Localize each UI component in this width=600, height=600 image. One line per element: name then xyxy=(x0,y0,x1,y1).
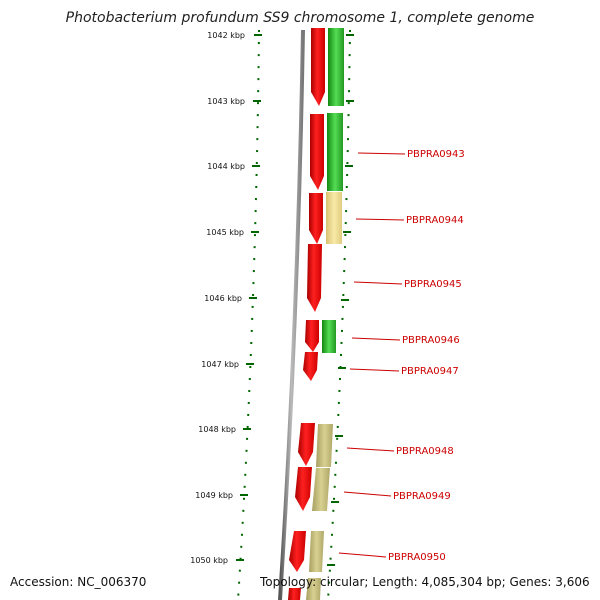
cds-track xyxy=(288,28,325,600)
tick-marks-outer xyxy=(327,34,354,566)
cds-arrow[interactable] xyxy=(309,193,323,244)
label-leaders xyxy=(338,152,406,558)
backbone-ring xyxy=(278,29,305,600)
tick-label: 1047 kbp xyxy=(201,360,239,369)
cog-bar[interactable] xyxy=(306,578,321,600)
cds-arrow[interactable] xyxy=(305,320,319,352)
genome-summary-text: Topology: circular; Length: 4,085,304 bp… xyxy=(260,575,590,589)
gene-label[interactable]: PBPRA0948 xyxy=(396,446,454,457)
cds-arrow[interactable] xyxy=(307,244,322,312)
cds-arrow[interactable] xyxy=(310,114,324,190)
cog-bar[interactable] xyxy=(327,113,343,191)
gene-label[interactable]: PBPRA0945 xyxy=(404,279,462,290)
cds-arrow[interactable] xyxy=(288,588,301,600)
gene-label[interactable]: PBPRA0946 xyxy=(402,335,460,346)
cog-bar[interactable] xyxy=(312,468,330,511)
tick-label: 1042 kbp xyxy=(207,31,245,40)
gene-label[interactable]: PBPRA0947 xyxy=(401,366,459,377)
gene-label[interactable]: PBPRA0950 xyxy=(388,552,446,563)
cds-arrow[interactable] xyxy=(298,423,315,466)
cog-bar[interactable] xyxy=(322,320,336,353)
tick-label: 1044 kbp xyxy=(207,162,245,171)
tick-label: 1046 kbp xyxy=(204,294,242,303)
cog-bar[interactable] xyxy=(316,424,333,467)
gene-label[interactable]: PBPRA0944 xyxy=(406,215,464,226)
tick-marks xyxy=(236,34,262,561)
cds-arrow[interactable] xyxy=(295,467,312,511)
cog-bar[interactable] xyxy=(328,28,344,106)
tick-label: 1048 kbp xyxy=(198,425,236,434)
cog-bar[interactable] xyxy=(309,531,324,572)
gene-label[interactable]: PBPRA0949 xyxy=(393,491,451,502)
tick-label: 1049 kbp xyxy=(195,491,233,500)
outer-dotted-track xyxy=(327,29,351,600)
cds-arrow[interactable] xyxy=(289,531,306,572)
cog-bar[interactable] xyxy=(326,192,342,244)
accession-text: Accession: NC_006370 xyxy=(10,575,147,589)
tick-label: 1043 kbp xyxy=(207,97,245,106)
cds-arrow[interactable] xyxy=(303,352,318,381)
gene-label[interactable]: PBPRA0943 xyxy=(407,149,465,160)
cds-arrow[interactable] xyxy=(311,28,325,106)
tick-label: 1050 kbp xyxy=(190,556,228,565)
map-title: Photobacterium profundum SS9 chromosome … xyxy=(65,10,535,26)
inner-dotted-track xyxy=(237,29,260,600)
tick-label: 1045 kbp xyxy=(206,228,244,237)
cog-track xyxy=(306,28,344,600)
